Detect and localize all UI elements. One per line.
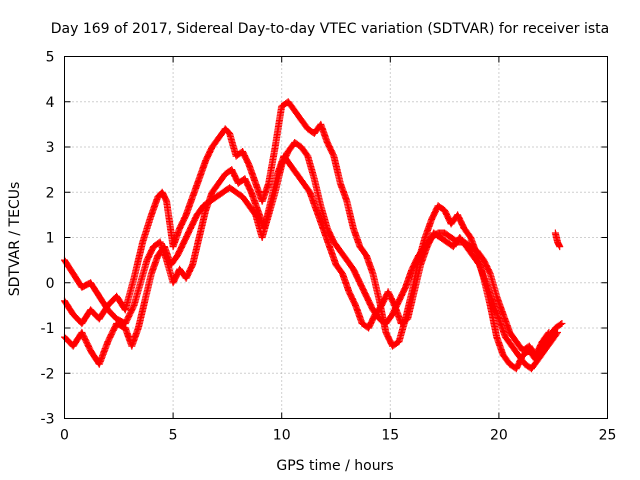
y-tick-label: 4 [46, 95, 55, 111]
data-marks [61, 139, 553, 368]
data-points [61, 98, 566, 373]
y-tick-label: 5 [46, 50, 55, 66]
series-track-c [61, 139, 553, 368]
y-tick-labels: -3 -2 -1 0 1 2 3 4 5 [41, 50, 55, 428]
x-tick-label: 15 [381, 428, 399, 444]
x-tick-label: 25 [599, 428, 617, 444]
data-marks [551, 229, 564, 251]
series-track-d [551, 229, 564, 251]
y-tick-label: 1 [46, 231, 55, 247]
y-tick-label: -1 [41, 321, 55, 337]
x-tick-label: 20 [490, 428, 508, 444]
y-tick-label: 0 [46, 276, 55, 292]
x-tick-label: 5 [169, 428, 178, 444]
x-tick-label: 0 [60, 428, 69, 444]
x-tick-labels: 0 5 10 15 20 25 [60, 428, 616, 444]
y-tick-label: 2 [46, 185, 55, 201]
grid [64, 56, 608, 419]
x-axis-label: GPS time / hours [276, 458, 393, 474]
y-tick-label: 3 [46, 140, 55, 156]
y-tick-label: -2 [41, 366, 55, 382]
y-tick-label: -3 [41, 412, 55, 428]
x-tick-label: 10 [273, 428, 291, 444]
plot-frame [64, 56, 608, 419]
y-axis-label: SDTVAR / TECUs [7, 182, 23, 297]
chart-title: Day 169 of 2017, Sidereal Day-to-day VTE… [51, 21, 609, 37]
